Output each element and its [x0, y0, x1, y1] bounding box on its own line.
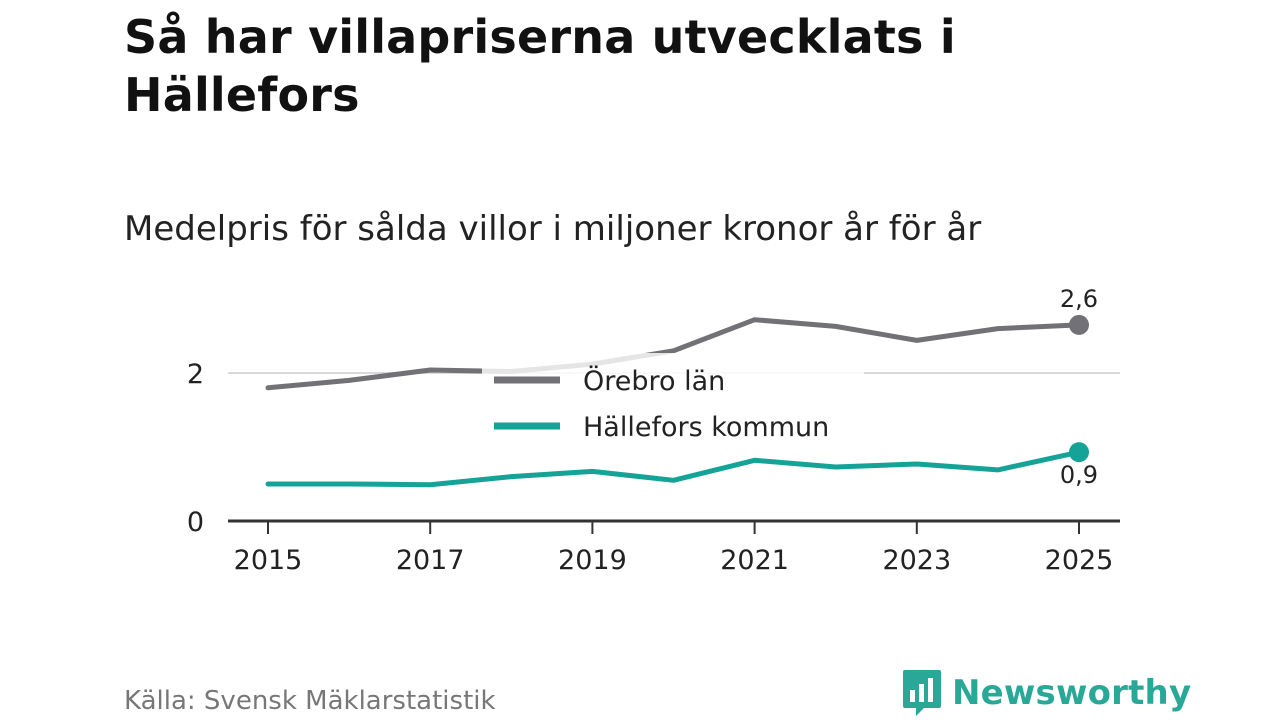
newsworthy-bar-chart-icon [903, 670, 941, 716]
end-value-label-hallefors-kommun: 0,9 [1060, 461, 1098, 489]
legend-label-hallefors-kommun: Hällefors kommun [583, 412, 829, 443]
x-tick-label: 2023 [882, 545, 951, 576]
legend-label-orebro-lan: Örebro län [583, 365, 725, 397]
series-line-hallefors-kommun [265, 449, 1082, 488]
end-point-marker-hallefors-kommun [1069, 442, 1089, 463]
y-tick-label: 0 [187, 507, 204, 538]
series-line-orebro-lan [265, 317, 1082, 391]
x-tick-label: 2015 [234, 545, 303, 576]
end-point-marker-orebro-lan [1069, 314, 1089, 335]
source-note: Källa: Svensk Mäklarstatistik [124, 686, 496, 716]
chart-subtitle: Medelpris för sålda villor i miljoner kr… [124, 209, 982, 249]
chart-title: Så har villapriserna utvecklats i Hällef… [124, 10, 956, 122]
legend-background [482, 353, 864, 457]
x-tick-label: 2021 [720, 545, 789, 576]
y-tick-label: 2 [187, 359, 204, 390]
end-value-label-orebro-lan: 2,6 [1060, 285, 1098, 313]
x-tick-label: 2019 [558, 545, 627, 576]
newsworthy-logo: Newsworthy [902, 668, 1191, 718]
x-tick-label: 2025 [1045, 545, 1114, 576]
x-tick-label: 2017 [396, 545, 465, 576]
newsworthy-wordmark: Newsworthy [952, 673, 1192, 713]
